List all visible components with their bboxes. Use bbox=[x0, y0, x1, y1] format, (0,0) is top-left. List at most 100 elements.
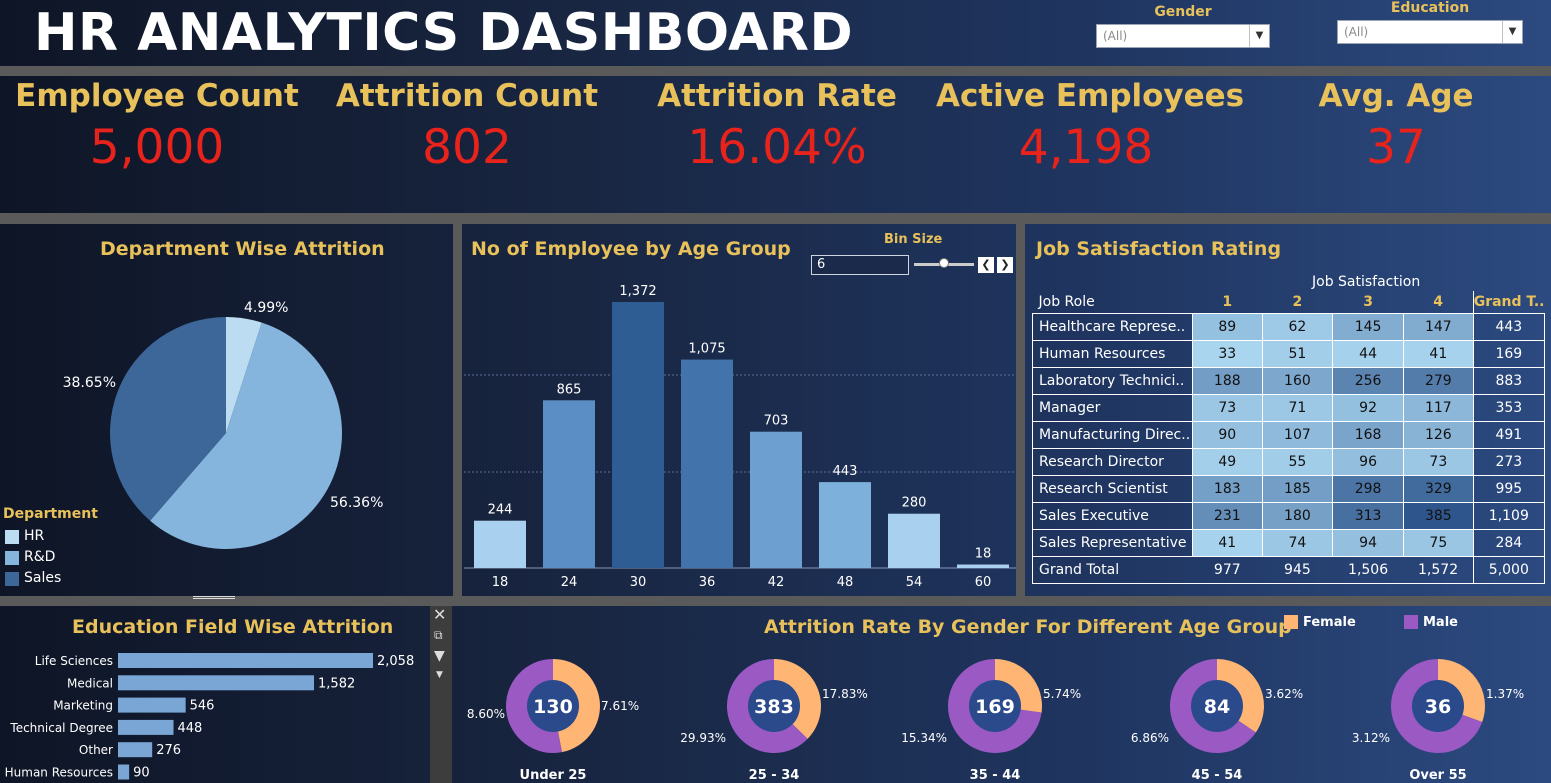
age-group-chart-title: No of Employee by Age Group bbox=[471, 238, 791, 260]
donut-female-label: 1.37% bbox=[1486, 687, 1524, 701]
table-row[interactable]: Healthcare Represe.. 89 62 145 147 443 bbox=[1032, 312, 1546, 341]
education-filter[interactable]: Education (All) ▼ bbox=[1337, 0, 1523, 44]
pie-slice bbox=[110, 317, 226, 521]
age-bar-value-label: 280 bbox=[902, 496, 927, 511]
education-bar bbox=[118, 675, 315, 691]
education-value-label: 448 bbox=[178, 721, 203, 736]
satisfaction-cell: 313 bbox=[1332, 501, 1404, 530]
chevron-left-icon[interactable]: ❮ bbox=[978, 257, 994, 273]
satisfaction-cell: 180 bbox=[1261, 501, 1334, 530]
legend-label: Sales bbox=[24, 570, 62, 586]
row-total-cell: 169 bbox=[1472, 339, 1546, 368]
legend-swatch-male bbox=[1404, 615, 1418, 629]
age-bar-value-label: 244 bbox=[488, 503, 513, 518]
legend-swatch bbox=[5, 572, 19, 586]
education-value-label: 546 bbox=[190, 699, 215, 714]
panel-toolbar bbox=[430, 606, 452, 783]
education-filter-label: Education bbox=[1390, 0, 1470, 16]
job-satisfaction-title: Job Satisfaction Rating bbox=[1036, 238, 1282, 260]
department-attrition-pie: 4.99% 56.36% 38.65% bbox=[63, 300, 383, 549]
row-total-cell: 353 bbox=[1472, 393, 1546, 422]
satisfaction-cell: 298 bbox=[1332, 474, 1404, 503]
gender-filter[interactable]: Gender (All) ▼ bbox=[1096, 4, 1270, 48]
table-row[interactable]: Human Resources 33 51 44 41 169 bbox=[1032, 339, 1546, 368]
age-tick-label: 42 bbox=[768, 575, 785, 590]
satisfaction-cell: 55 bbox=[1261, 447, 1334, 476]
satisfaction-cell: 49 bbox=[1191, 447, 1263, 476]
gender-select[interactable]: (All) ▼ bbox=[1096, 24, 1270, 48]
filter-icon[interactable]: ▼ bbox=[434, 648, 445, 664]
education-value-label: 90 bbox=[133, 766, 150, 781]
department-attrition-title: Department Wise Attrition bbox=[100, 238, 385, 260]
education-category-label: Life Sciences bbox=[35, 654, 113, 668]
donut-male-label: 8.60% bbox=[467, 707, 505, 721]
row-total-cell: 1,109 bbox=[1472, 501, 1546, 530]
satisfaction-cell: 74 bbox=[1261, 528, 1334, 557]
satisfaction-cell: 51 bbox=[1261, 339, 1334, 368]
pie-slice bbox=[150, 322, 342, 549]
job-role-cell: Manager bbox=[1032, 394, 1193, 422]
job-role-cell: Healthcare Represe.. bbox=[1032, 313, 1193, 341]
close-icon[interactable]: ✕ bbox=[433, 605, 447, 624]
table-row[interactable]: Sales Representative 41 74 94 75 284 bbox=[1032, 528, 1546, 557]
job-role-cell: Human Resources bbox=[1032, 340, 1193, 368]
bin-size-slider-handle[interactable] bbox=[939, 258, 949, 268]
age-tick-label: 30 bbox=[630, 575, 647, 590]
chevron-right-icon[interactable]: ❯ bbox=[997, 257, 1013, 273]
job-role-cell: Sales Executive bbox=[1032, 502, 1193, 530]
chevron-down-icon[interactable]: ▼ bbox=[1249, 25, 1269, 47]
age-tick-label: 60 bbox=[975, 575, 992, 590]
satisfaction-cell: 73 bbox=[1402, 447, 1474, 476]
age-bar-value-label: 18 bbox=[975, 547, 992, 562]
education-select[interactable]: (All) ▼ bbox=[1337, 20, 1523, 44]
chevron-down-icon[interactable]: ▼ bbox=[1502, 21, 1522, 43]
row-total-cell: 443 bbox=[1472, 312, 1546, 341]
kpi-label: Employee Count bbox=[15, 78, 299, 114]
satisfaction-column-header: 1 bbox=[1192, 291, 1263, 314]
gender-select-value: (All) bbox=[1103, 29, 1128, 43]
table-row[interactable]: Manufacturing Direc.. 90 107 168 126 491 bbox=[1032, 420, 1546, 449]
open-external-icon[interactable]: ⧉ bbox=[434, 628, 443, 642]
education-bar bbox=[118, 653, 373, 668]
satisfaction-cell: 279 bbox=[1402, 366, 1474, 395]
divider bbox=[1016, 224, 1025, 596]
pie-slice-label: 56.36% bbox=[330, 495, 383, 511]
education-bar bbox=[118, 719, 174, 735]
pie-slice-label: 4.99% bbox=[244, 300, 288, 316]
education-bar bbox=[118, 742, 153, 758]
gender-filter-label: Gender bbox=[1154, 4, 1212, 20]
legend-label-female: Female bbox=[1303, 615, 1356, 630]
kpi-active-employees: Active Employees 4,198 bbox=[936, 78, 1244, 175]
more-options-icon[interactable]: ▼ bbox=[436, 670, 443, 680]
job-role-cell: Research Director bbox=[1032, 448, 1193, 476]
donut-center-value: 383 bbox=[754, 696, 794, 718]
row-total-cell: 491 bbox=[1472, 420, 1546, 449]
job-satisfaction-table-container: Job Role 1 2 3 4 Grand T.. Healthcare Represe.… bbox=[1032, 291, 1546, 588]
resize-handle[interactable] bbox=[193, 596, 235, 599]
grand-total-cell: 1,506 bbox=[1332, 556, 1404, 584]
age-tick-label: 48 bbox=[837, 575, 854, 590]
row-total-cell: 273 bbox=[1472, 447, 1546, 476]
donut-male-label: 6.86% bbox=[1131, 731, 1169, 745]
table-row[interactable]: Laboratory Technici.. 188 160 256 279 883 bbox=[1032, 366, 1546, 395]
satisfaction-column-header: 4 bbox=[1403, 291, 1474, 314]
table-row[interactable]: Manager 73 71 92 117 353 bbox=[1032, 393, 1546, 422]
job-satisfaction-column-header: Job Satisfaction bbox=[1312, 274, 1421, 290]
bin-size-input[interactable]: 6 bbox=[811, 255, 909, 275]
satisfaction-cell: 41 bbox=[1191, 528, 1263, 557]
table-row[interactable]: Research Director 49 55 96 73 273 bbox=[1032, 447, 1546, 476]
education-category-label: Marketing bbox=[53, 699, 113, 713]
department-legend-title: Department bbox=[3, 506, 98, 522]
table-row[interactable]: Sales Executive 231 180 313 385 1,109 bbox=[1032, 501, 1546, 530]
table-row[interactable]: Research Scientist 183 185 298 329 995 bbox=[1032, 474, 1546, 503]
job-role-cell: Manufacturing Direc.. bbox=[1032, 421, 1193, 449]
education-category-label: Human Resources bbox=[5, 766, 113, 780]
row-total-cell: 995 bbox=[1472, 474, 1546, 503]
kpi-attrition-count: Attrition Count 802 bbox=[317, 78, 617, 175]
age-group-bar-chart: 244 18 865 24 1,372 30 1,075 36 703 42 443 48 280 54 1… bbox=[464, 284, 1016, 590]
satisfaction-cell: 145 bbox=[1332, 312, 1404, 341]
job-role-cell: Laboratory Technici.. bbox=[1032, 367, 1193, 395]
education-value-label: 2,058 bbox=[377, 654, 414, 669]
pie-slice-label: 38.65% bbox=[63, 375, 116, 391]
kpi-label: Attrition Count bbox=[335, 78, 599, 114]
